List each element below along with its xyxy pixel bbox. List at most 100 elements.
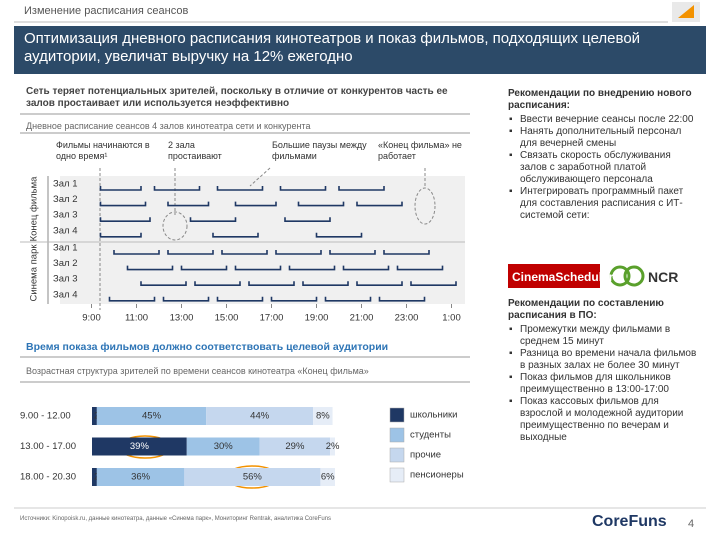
chart-title: Дневное расписание сеансов 4 залов кинот…	[26, 121, 311, 131]
session	[378, 296, 426, 302]
session	[180, 265, 228, 271]
logo-text: CinemaScheduler	[512, 270, 614, 284]
value-label: 44%	[250, 411, 270, 422]
finding: Сеть теряет потенциальных зрителей, поск…	[26, 86, 448, 109]
list: Промежутки между фильмами в среднем 15 м…	[508, 324, 698, 444]
session	[279, 186, 327, 191]
session	[167, 250, 214, 255]
value-label: 56%	[243, 472, 263, 483]
brand: CoreFuns	[592, 513, 667, 530]
session	[315, 232, 363, 238]
bar-segment	[96, 468, 185, 486]
group-label: Конец фильма	[29, 176, 40, 242]
bar-segment	[96, 407, 207, 425]
session	[189, 217, 237, 222]
session	[167, 201, 210, 207]
list-item: Промежутки между фильмами в среднем 15 м…	[509, 324, 698, 348]
section-heading: Время показа фильмов должно соответствов…	[26, 341, 389, 353]
session	[162, 296, 210, 302]
x-tick-label: 1:00	[442, 313, 461, 324]
list-item: Интегрировать программный пакет для сост…	[509, 186, 698, 222]
row-label: Зал 4	[53, 289, 78, 300]
x-tick-label: 17:00	[260, 313, 284, 324]
row-label: Зал 3	[53, 210, 78, 221]
bar-segment	[320, 468, 335, 486]
session	[248, 281, 295, 286]
annotation: 2 зала простаивают	[168, 140, 222, 161]
session	[338, 186, 385, 191]
chart-title: Возрастная структура зрителей по времени…	[26, 366, 369, 376]
session	[99, 186, 142, 191]
bar-segment	[184, 468, 321, 486]
session	[99, 217, 151, 222]
slide-title: Оптимизация дневного расписания кинотеат…	[24, 30, 641, 65]
value-label: 30%	[214, 441, 234, 452]
title-box	[14, 26, 706, 74]
value-label: 6%	[321, 472, 335, 483]
session	[356, 201, 403, 207]
x-tick-label: 23:00	[395, 313, 419, 324]
bar-segment	[92, 437, 187, 456]
session	[288, 265, 336, 271]
heading: Рекомендации по внедрению нового расписа…	[508, 88, 692, 111]
bar-segment	[330, 437, 335, 456]
session	[270, 296, 318, 302]
list-item: Разница во времени начала фильмов в разн…	[509, 348, 698, 372]
session	[126, 265, 174, 271]
session	[329, 250, 376, 255]
category-label: 9.00 - 12.00	[20, 411, 71, 422]
session	[99, 232, 142, 238]
row-label: Зал 1	[53, 179, 78, 190]
value-label: 8%	[316, 411, 330, 422]
x-tick-label: 21:00	[350, 313, 374, 324]
legend-swatch	[389, 467, 405, 483]
callouts	[99, 167, 436, 310]
list-item: Связать скорость обслуживания залов с за…	[509, 150, 698, 186]
legend-label: школьники	[410, 410, 457, 421]
session	[99, 201, 147, 207]
session	[342, 265, 390, 271]
value-label: 36%	[131, 472, 151, 483]
bar-segment	[259, 437, 331, 456]
logo-box	[508, 264, 600, 288]
bar-segment	[313, 407, 333, 425]
list-item: Ввести вечерние сеансы после 22:00	[509, 114, 698, 126]
session	[297, 201, 345, 207]
x-tick-label: 15:00	[215, 313, 239, 324]
value-label: 39%	[130, 441, 150, 452]
bar-segment	[92, 468, 97, 486]
recommendations: Рекомендации по внедрению нового расписа…	[508, 88, 698, 222]
session	[153, 186, 201, 191]
session	[113, 250, 160, 255]
session	[216, 186, 264, 191]
bar-segment	[186, 437, 260, 456]
annotation: Фильмы начинаются в одно время¹	[56, 140, 150, 161]
legend-swatch	[389, 407, 405, 423]
logo-text: NCR	[648, 269, 679, 285]
group-label: Синема парк	[29, 244, 40, 302]
session	[396, 265, 444, 271]
session	[140, 281, 187, 286]
source: Источники: Kinopoisk.ru, данные кинотеат…	[20, 516, 332, 522]
legend-label: прочие	[410, 450, 441, 461]
bar-segment	[206, 407, 314, 425]
logo-mark	[678, 5, 694, 18]
session	[234, 201, 277, 207]
annotation: «Конец фильма» не работает	[378, 140, 462, 161]
list-item: Показ фильмов для школьников преимуществ…	[509, 372, 698, 396]
session	[410, 281, 457, 286]
list-item: Показ кассовых фильмов для взрослой и мо…	[509, 396, 698, 444]
bar-segment	[92, 407, 97, 425]
legend-label: студенты	[410, 430, 451, 441]
session	[383, 250, 430, 255]
legend-swatch	[389, 427, 405, 443]
plot-area	[60, 176, 465, 304]
value-label: 45%	[142, 411, 162, 422]
x-tick-label: 19:00	[305, 313, 329, 324]
recommendations: Рекомендации по составлению расписания в…	[508, 298, 698, 444]
session	[194, 281, 241, 286]
session	[302, 281, 349, 286]
page-number: 4	[688, 518, 695, 530]
legend-label: пенсионеры	[410, 470, 464, 481]
